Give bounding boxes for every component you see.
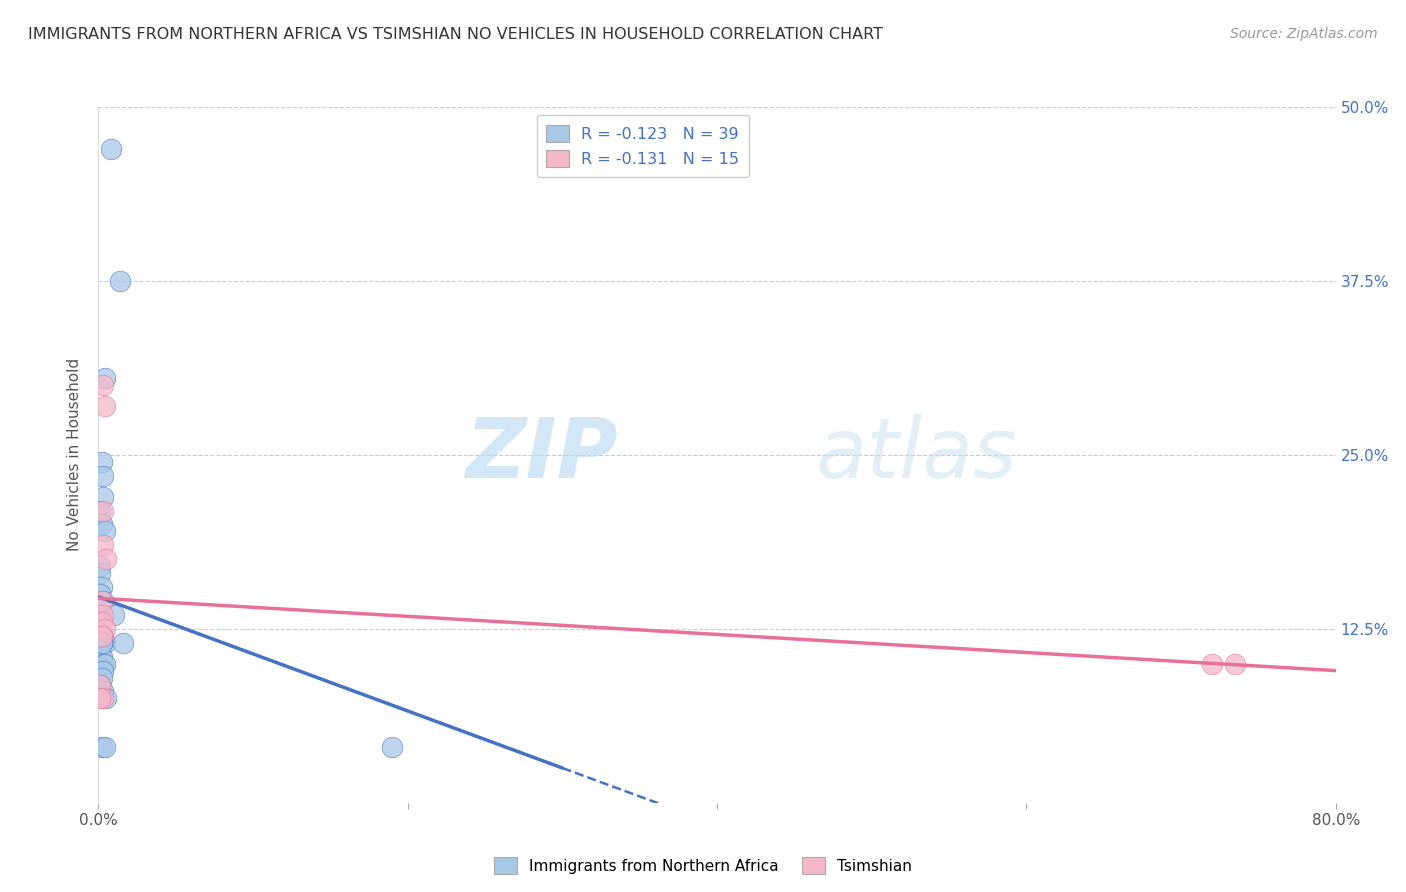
Point [91,629,114,643]
Point [89,677,111,691]
Point [90,629,112,643]
Point [1201,657,1223,671]
Point [91,594,114,608]
Point [91,664,114,678]
Point [93,657,115,671]
Point [93,622,115,636]
Legend: Immigrants from Northern Africa, Tsimshian: Immigrants from Northern Africa, Tsimshi… [488,851,918,880]
Point [108,274,131,288]
Point [100,142,122,156]
Point [89,503,111,517]
Point [96,552,118,566]
Point [91,538,114,552]
Point [89,601,111,615]
Point [96,691,118,706]
Point [91,684,114,698]
Point [90,740,112,755]
Point [91,503,114,517]
Point [90,517,112,532]
Point [91,657,114,671]
Point [89,642,111,657]
Point [90,671,112,685]
Text: atlas: atlas [815,415,1018,495]
Point [90,615,112,629]
Point [112,636,135,650]
Point [90,649,112,664]
Point [89,622,111,636]
Point [87,615,110,629]
Point [90,636,112,650]
Point [89,691,111,706]
Point [1223,657,1247,671]
Point [90,636,112,650]
Point [90,594,112,608]
Point [93,371,115,385]
Point [90,455,112,469]
Legend: R = -0.123   N = 39, R = -0.131   N = 15: R = -0.123 N = 39, R = -0.131 N = 15 [537,115,749,177]
Point [87,607,110,622]
Point [93,740,115,755]
Point [89,677,111,691]
Point [89,587,111,601]
Point [89,559,111,574]
Point [90,580,112,594]
Point [89,615,111,629]
Point [91,490,114,504]
Point [91,378,114,392]
Point [93,399,115,413]
Point [91,691,114,706]
Point [91,607,114,622]
Point [93,636,115,650]
Point [103,607,125,622]
Text: ZIP: ZIP [465,415,619,495]
Point [91,468,114,483]
Point [89,566,111,581]
Y-axis label: No Vehicles in Household: No Vehicles in Household [67,359,83,551]
Text: Source: ZipAtlas.com: Source: ZipAtlas.com [1230,27,1378,41]
Point [93,524,115,539]
Point [90,629,112,643]
Text: IMMIGRANTS FROM NORTHERN AFRICA VS TSIMSHIAN NO VEHICLES IN HOUSEHOLD CORRELATIO: IMMIGRANTS FROM NORTHERN AFRICA VS TSIMS… [28,27,883,42]
Point [87,622,110,636]
Point [381,740,404,755]
